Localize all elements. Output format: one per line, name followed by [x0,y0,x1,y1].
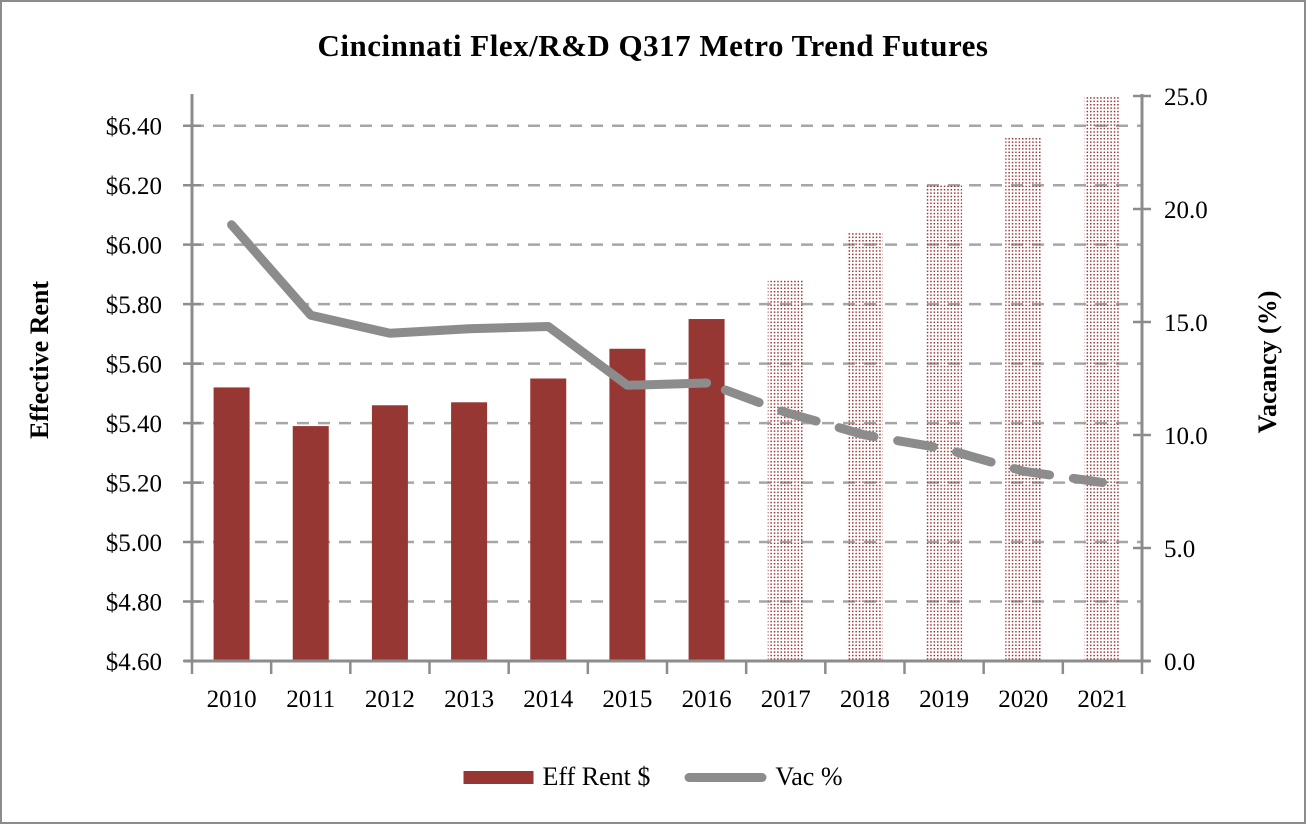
vacancy-line-forecast [702,378,1107,487]
bar-2015 [609,348,646,661]
left-axis-tick-label: $5.00 [106,530,162,557]
legend-item-vac: Vac % [684,762,842,792]
x-axis-label-2012: 2012 [365,686,415,713]
legend-item-eff-rent: Eff Rent $ [463,762,651,792]
left-axis-tick-label: $5.80 [106,292,162,319]
left-axis-tick-label: $4.60 [106,649,162,676]
left-axis-tick-label: $5.20 [106,471,162,498]
x-axis-label-2019: 2019 [919,686,969,713]
legend-label-vac: Vac % [775,762,843,791]
left-axis-tick-label: $5.60 [106,352,162,379]
right-axis-tick-label: 20.0 [1164,197,1208,224]
bar-2011 [292,426,329,661]
x-axis-label-2017: 2017 [761,686,811,713]
x-axis-label-2016: 2016 [682,686,732,713]
x-axis-label-2018: 2018 [840,686,890,713]
legend-bar-swatch [463,770,534,784]
bar-2016 [688,319,725,661]
legend: Eff Rent $ Vac % [463,762,842,792]
legend-line-swatch [684,772,767,782]
left-axis-tick-label: $6.40 [106,114,162,141]
vacancy-line-actual [227,220,712,390]
right-axis-tick-label: 5.0 [1164,536,1195,563]
x-axis-label-2021: 2021 [1077,686,1127,713]
bar-2018 [846,232,883,661]
right-axis-tick-label: 15.0 [1164,310,1208,337]
bar-2020 [1005,137,1042,661]
x-axis-label-2010: 2010 [207,686,257,713]
left-axis-tick-label: $4.80 [106,590,162,617]
right-axis-tick-label: 10.0 [1164,423,1208,450]
x-axis-label-2013: 2013 [444,686,494,713]
bar-2010 [213,387,250,661]
bar-2021 [1084,96,1121,661]
bar-2012 [371,405,408,661]
chart-title: Cincinnati Flex/R&D Q317 Metro Trend Fut… [317,28,989,63]
bar-2013 [451,402,488,661]
bar-2017 [767,280,804,661]
bar-2019 [926,185,963,662]
bar-2014 [530,378,567,661]
left-axis-tick-label: $5.40 [106,411,162,438]
legend-label-eff-rent: Eff Rent $ [542,762,651,791]
x-axis-label-2015: 2015 [602,686,652,713]
left-axis-tick-label: $6.00 [106,233,162,260]
x-axis-label-2014: 2014 [523,686,574,713]
left-axis-tick-label: $6.20 [106,173,162,200]
x-axis-label-2011: 2011 [286,686,335,713]
right-axis-tick-label: 25.0 [1164,84,1208,111]
x-axis-label-2020: 2020 [998,686,1048,713]
right-axis-tick-label: 0.0 [1164,649,1195,676]
